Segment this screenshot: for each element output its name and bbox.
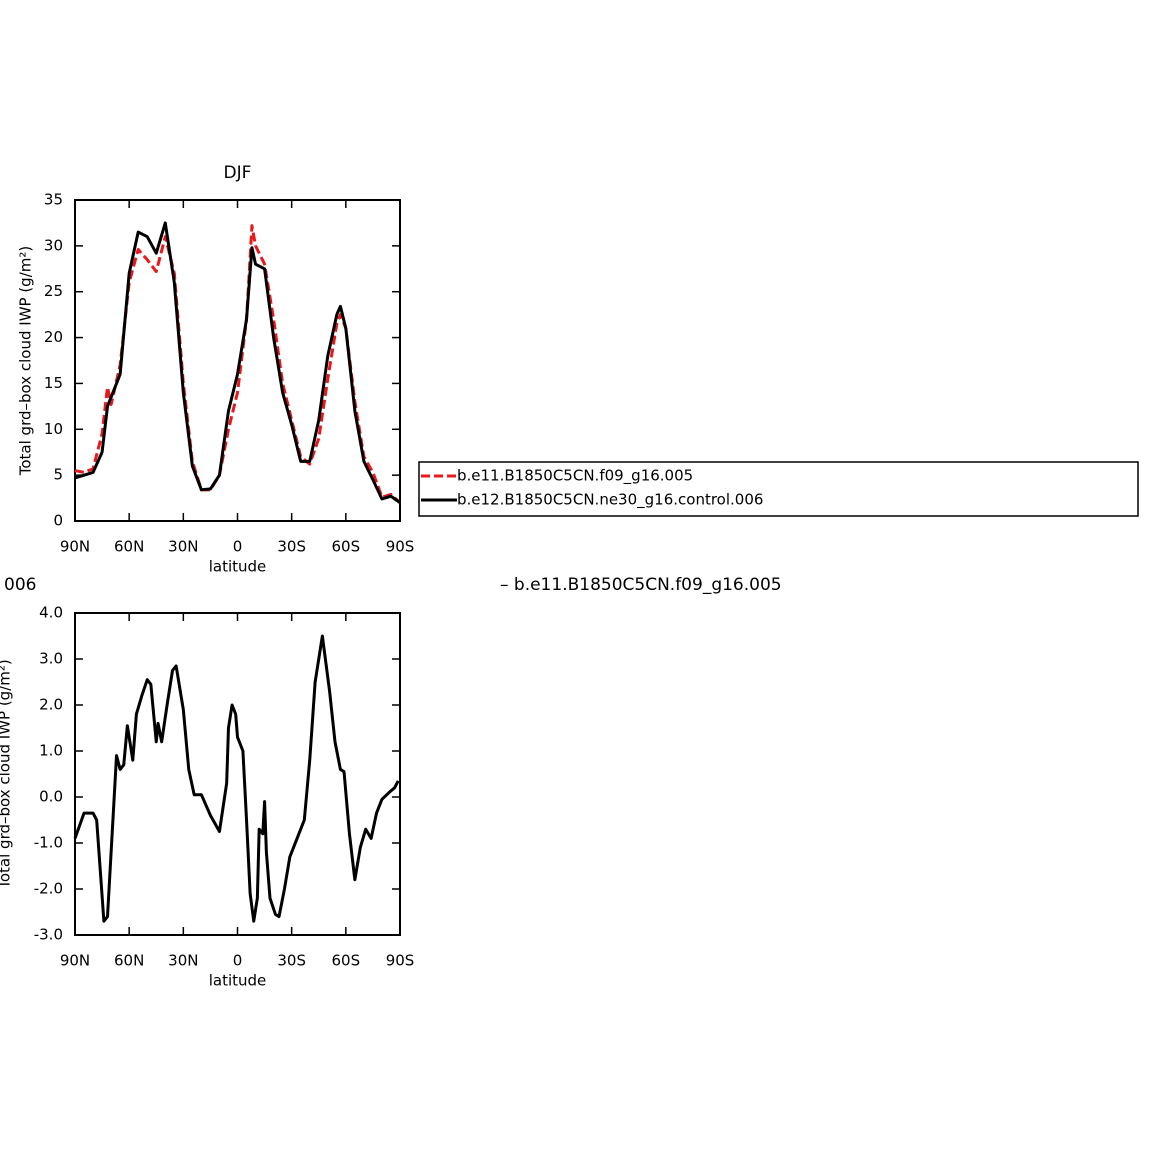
- x-tick-label: 90N: [60, 952, 90, 970]
- x-tick-label: 0: [233, 538, 243, 556]
- y-tick-label: 15: [44, 374, 63, 392]
- y-tick-label: -3.0: [34, 926, 63, 944]
- x-tick-label: 30N: [168, 538, 198, 556]
- y-tick-label: -1.0: [34, 834, 63, 852]
- x-axis-label: latitude: [209, 972, 267, 990]
- x-axis-label: latitude: [209, 558, 267, 576]
- legend-box: [418, 461, 1139, 517]
- y-tick-label: 3.0: [39, 650, 63, 668]
- y-axis-label: Total grd–box cloud IWP (g/m²): [17, 246, 35, 477]
- y-tick-label: 4.0: [39, 604, 63, 622]
- y-tick-label: -2.0: [34, 880, 63, 898]
- x-tick-label: 60N: [114, 952, 144, 970]
- y-axis-label: Total grd–box cloud IWP (g/m²): [0, 659, 14, 890]
- x-tick-label: 90N: [60, 538, 90, 556]
- x-tick-label: 60N: [114, 538, 144, 556]
- x-tick-label: 60S: [332, 538, 361, 556]
- x-tick-label: 90S: [386, 952, 415, 970]
- y-tick-label: 20: [44, 328, 63, 346]
- chart-title: DJF: [224, 163, 252, 183]
- annotation: – b.e11.B1850C5CN.f09_g16.005: [500, 575, 782, 595]
- x-tick-label: 60S: [332, 952, 361, 970]
- y-tick-label: 2.0: [39, 696, 63, 714]
- x-tick-label: 30S: [277, 952, 306, 970]
- y-tick-label: 30: [44, 236, 63, 254]
- x-tick-label: 30S: [277, 538, 306, 556]
- x-tick-label: 0: [233, 952, 243, 970]
- y-tick-label: 5: [53, 466, 63, 484]
- x-tick-label: 30N: [168, 952, 198, 970]
- legend-label: b.e11.B1850C5CN.f09_g16.005: [457, 467, 693, 486]
- y-tick-label: 10: [44, 420, 63, 438]
- y-tick-label: 0.0: [39, 788, 63, 806]
- legend-label: b.e12.B1850C5CN.ne30_g16.control.006: [457, 491, 763, 510]
- x-tick-label: 90S: [386, 538, 415, 556]
- y-tick-label: 0: [53, 512, 63, 530]
- difference-line: [73, 634, 400, 923]
- y-tick-label: 1.0: [39, 742, 63, 760]
- y-tick-label: 25: [44, 282, 63, 300]
- y-tick-label: 35: [44, 191, 63, 209]
- plot-frame: [74, 612, 401, 936]
- annotation: 006: [4, 575, 36, 595]
- series-line: [74, 221, 401, 504]
